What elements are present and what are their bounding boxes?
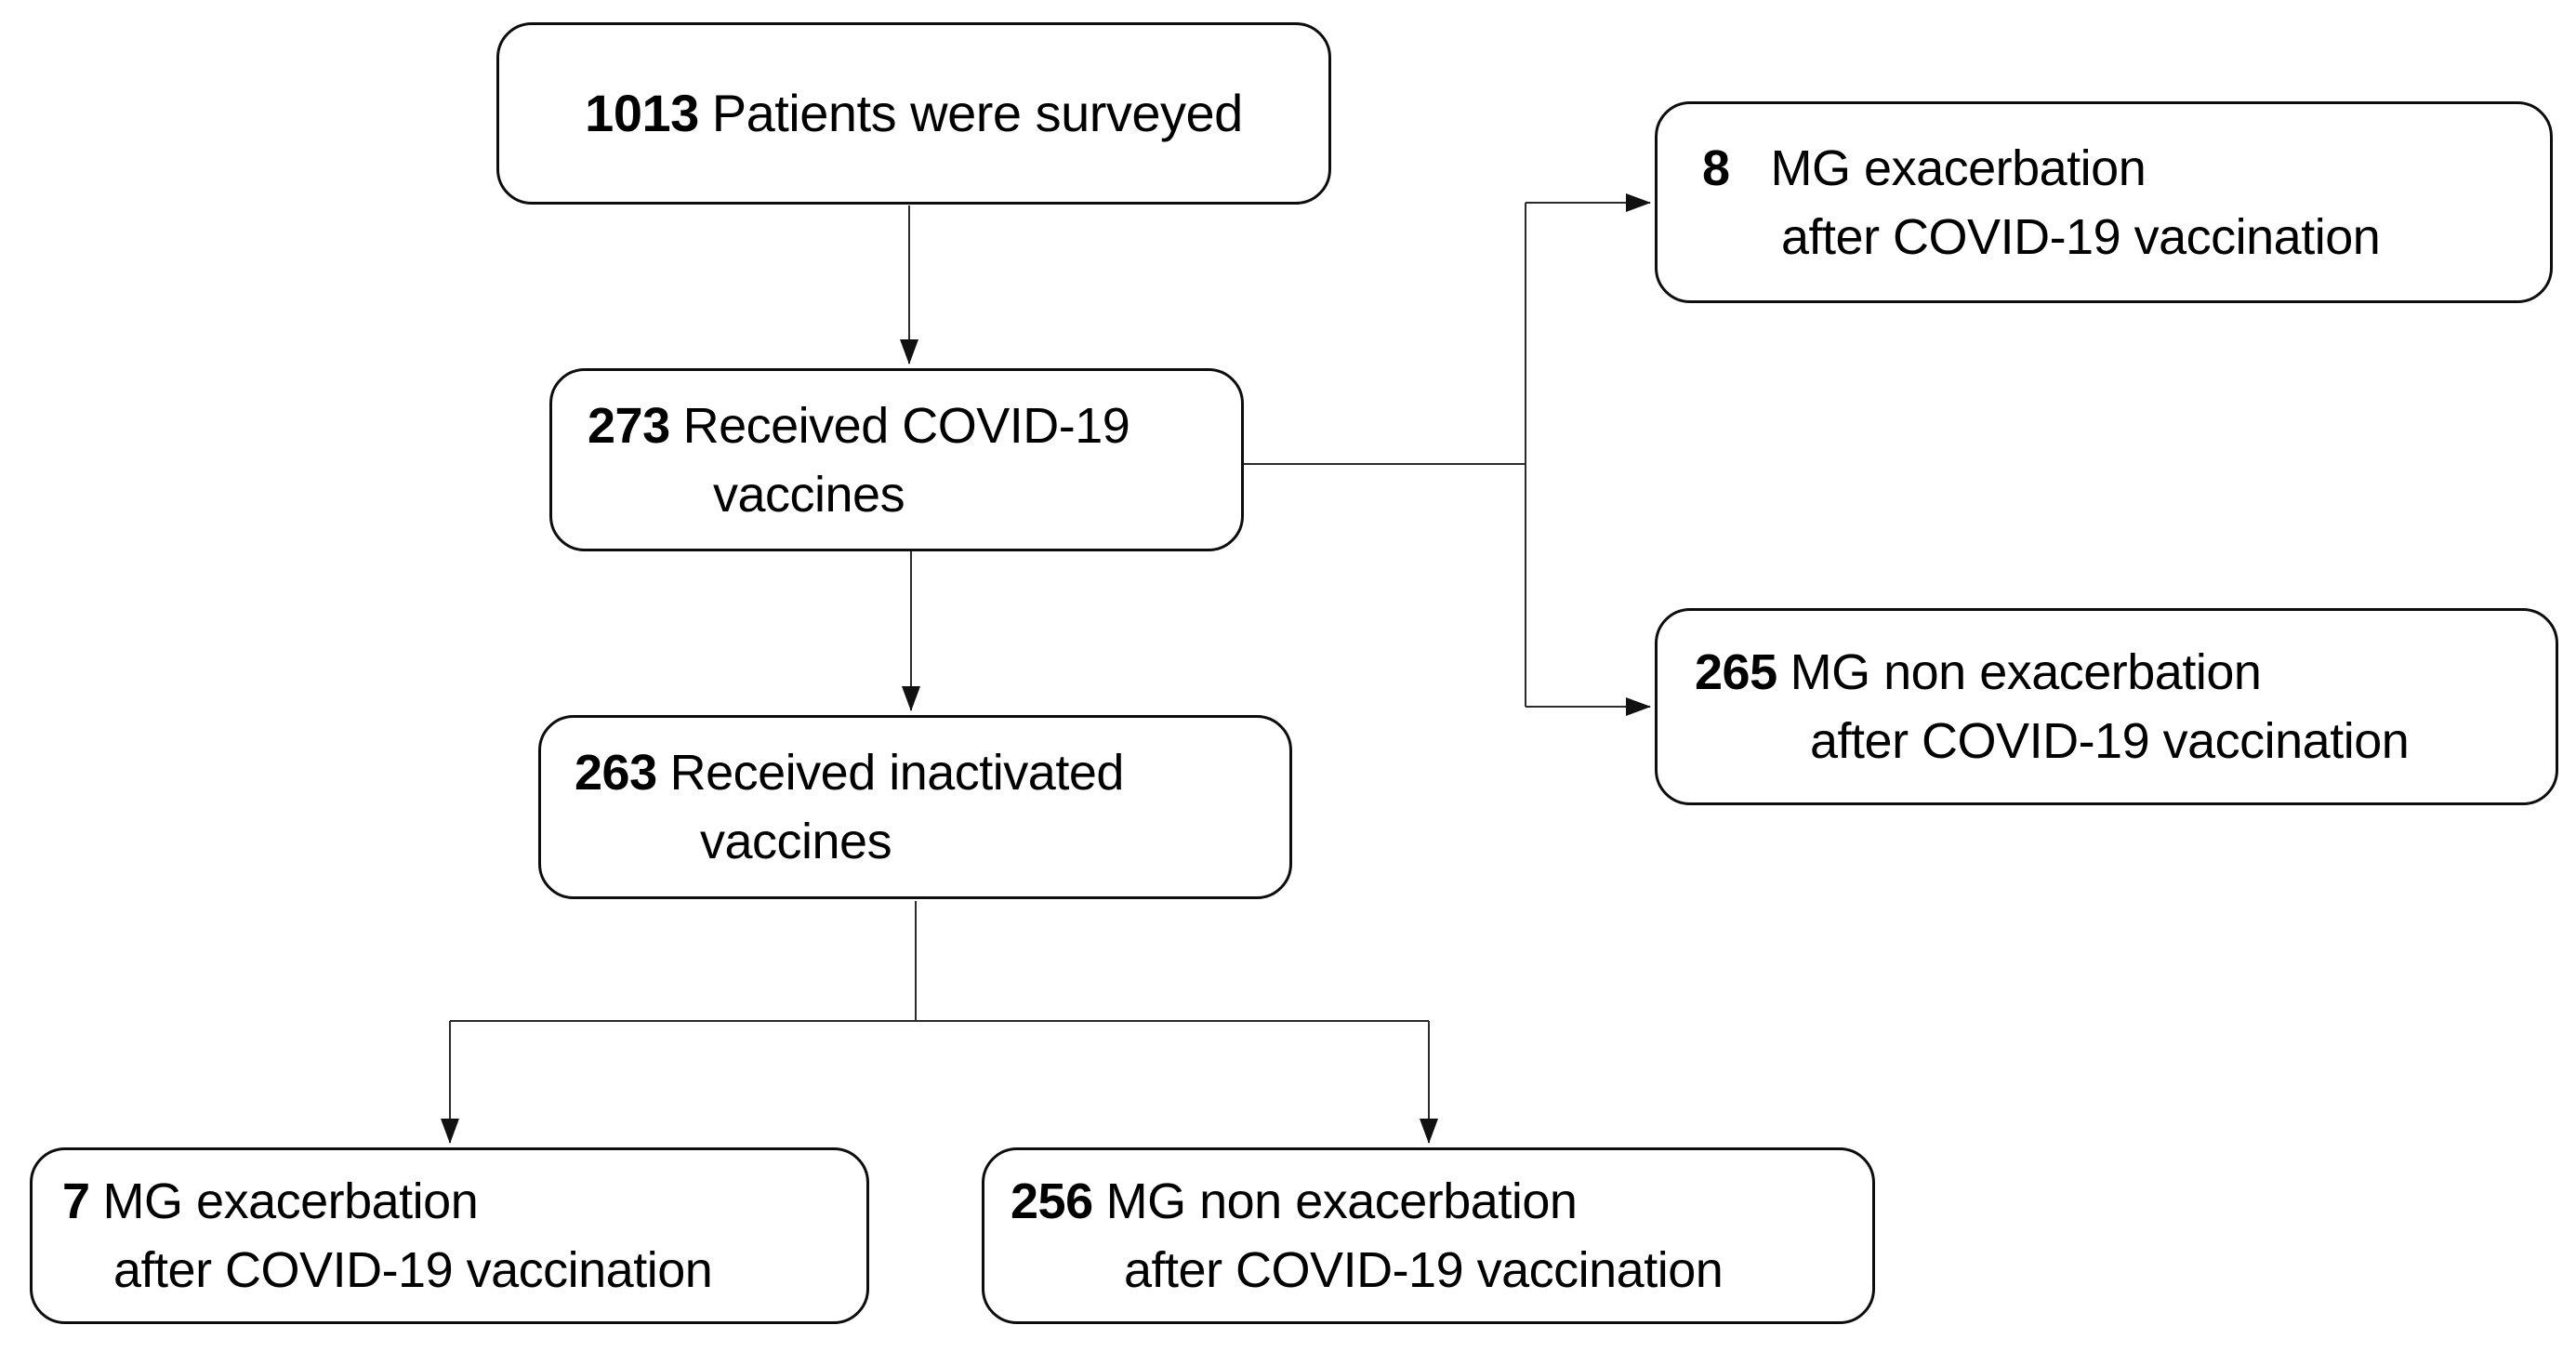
node-text: 7 MG exacerbation bbox=[62, 1167, 866, 1236]
node-received-covid-vaccines: 273 Received COVID-19 vaccines bbox=[549, 368, 1244, 551]
patient-count: 8 bbox=[1702, 139, 1730, 196]
node-text: 1013 Patients were surveyed bbox=[585, 79, 1243, 148]
node-patients-surveyed: 1013 Patients were surveyed bbox=[496, 22, 1331, 205]
node-label-line2: after COVID-19 vaccination bbox=[113, 1242, 713, 1298]
node-label: MG non exacerbation bbox=[1105, 1173, 1578, 1229]
node-label: MG exacerbation bbox=[102, 1173, 479, 1229]
node-label: MG exacerbation bbox=[1770, 139, 2147, 196]
node-text: 8 MG exacerbation bbox=[1702, 134, 2550, 203]
node-mg-exacerbation-covid: 8 MG exacerbation after COVID-19 vaccinat… bbox=[1655, 101, 2553, 303]
node-label-line2: after COVID-19 vaccination bbox=[1781, 208, 2381, 265]
node-label-line2: vaccines bbox=[700, 814, 892, 869]
patient-count: 7 bbox=[62, 1173, 90, 1229]
patient-count: 256 bbox=[1011, 1173, 1093, 1229]
node-mg-non-exacerbation-inactivated: 256 MG non exacerbation after COVID-19 va… bbox=[982, 1147, 1875, 1324]
node-text: 263 Received inactivated bbox=[575, 738, 1289, 807]
node-label-line2: vaccines bbox=[713, 466, 905, 523]
patient-count: 1013 bbox=[585, 84, 699, 142]
node-mg-exacerbation-inactivated: 7 MG exacerbation after COVID-19 vaccinat… bbox=[30, 1147, 869, 1324]
patient-count: 265 bbox=[1695, 644, 1777, 700]
patient-count: 273 bbox=[588, 397, 670, 454]
node-label: Received inactivated bbox=[669, 745, 1125, 801]
patient-count: 263 bbox=[575, 745, 657, 801]
node-text: 265 MG non exacerbation bbox=[1695, 638, 2556, 707]
node-label: Patients were surveyed bbox=[711, 84, 1244, 142]
node-received-inactivated-vaccines: 263 Received inactivated vaccines bbox=[538, 715, 1292, 899]
node-text: 256 MG non exacerbation bbox=[1011, 1167, 1872, 1236]
node-label: Received COVID-19 bbox=[682, 397, 1130, 454]
node-label: MG non exacerbation bbox=[1790, 644, 2262, 700]
node-mg-non-exacerbation-covid: 265 MG non exacerbation after COVID-19 va… bbox=[1655, 608, 2558, 805]
node-label-line2: after COVID-19 vaccination bbox=[1124, 1242, 1724, 1298]
node-text: 273 Received COVID-19 bbox=[588, 391, 1241, 460]
node-label-line2: after COVID-19 vaccination bbox=[1810, 713, 2410, 769]
